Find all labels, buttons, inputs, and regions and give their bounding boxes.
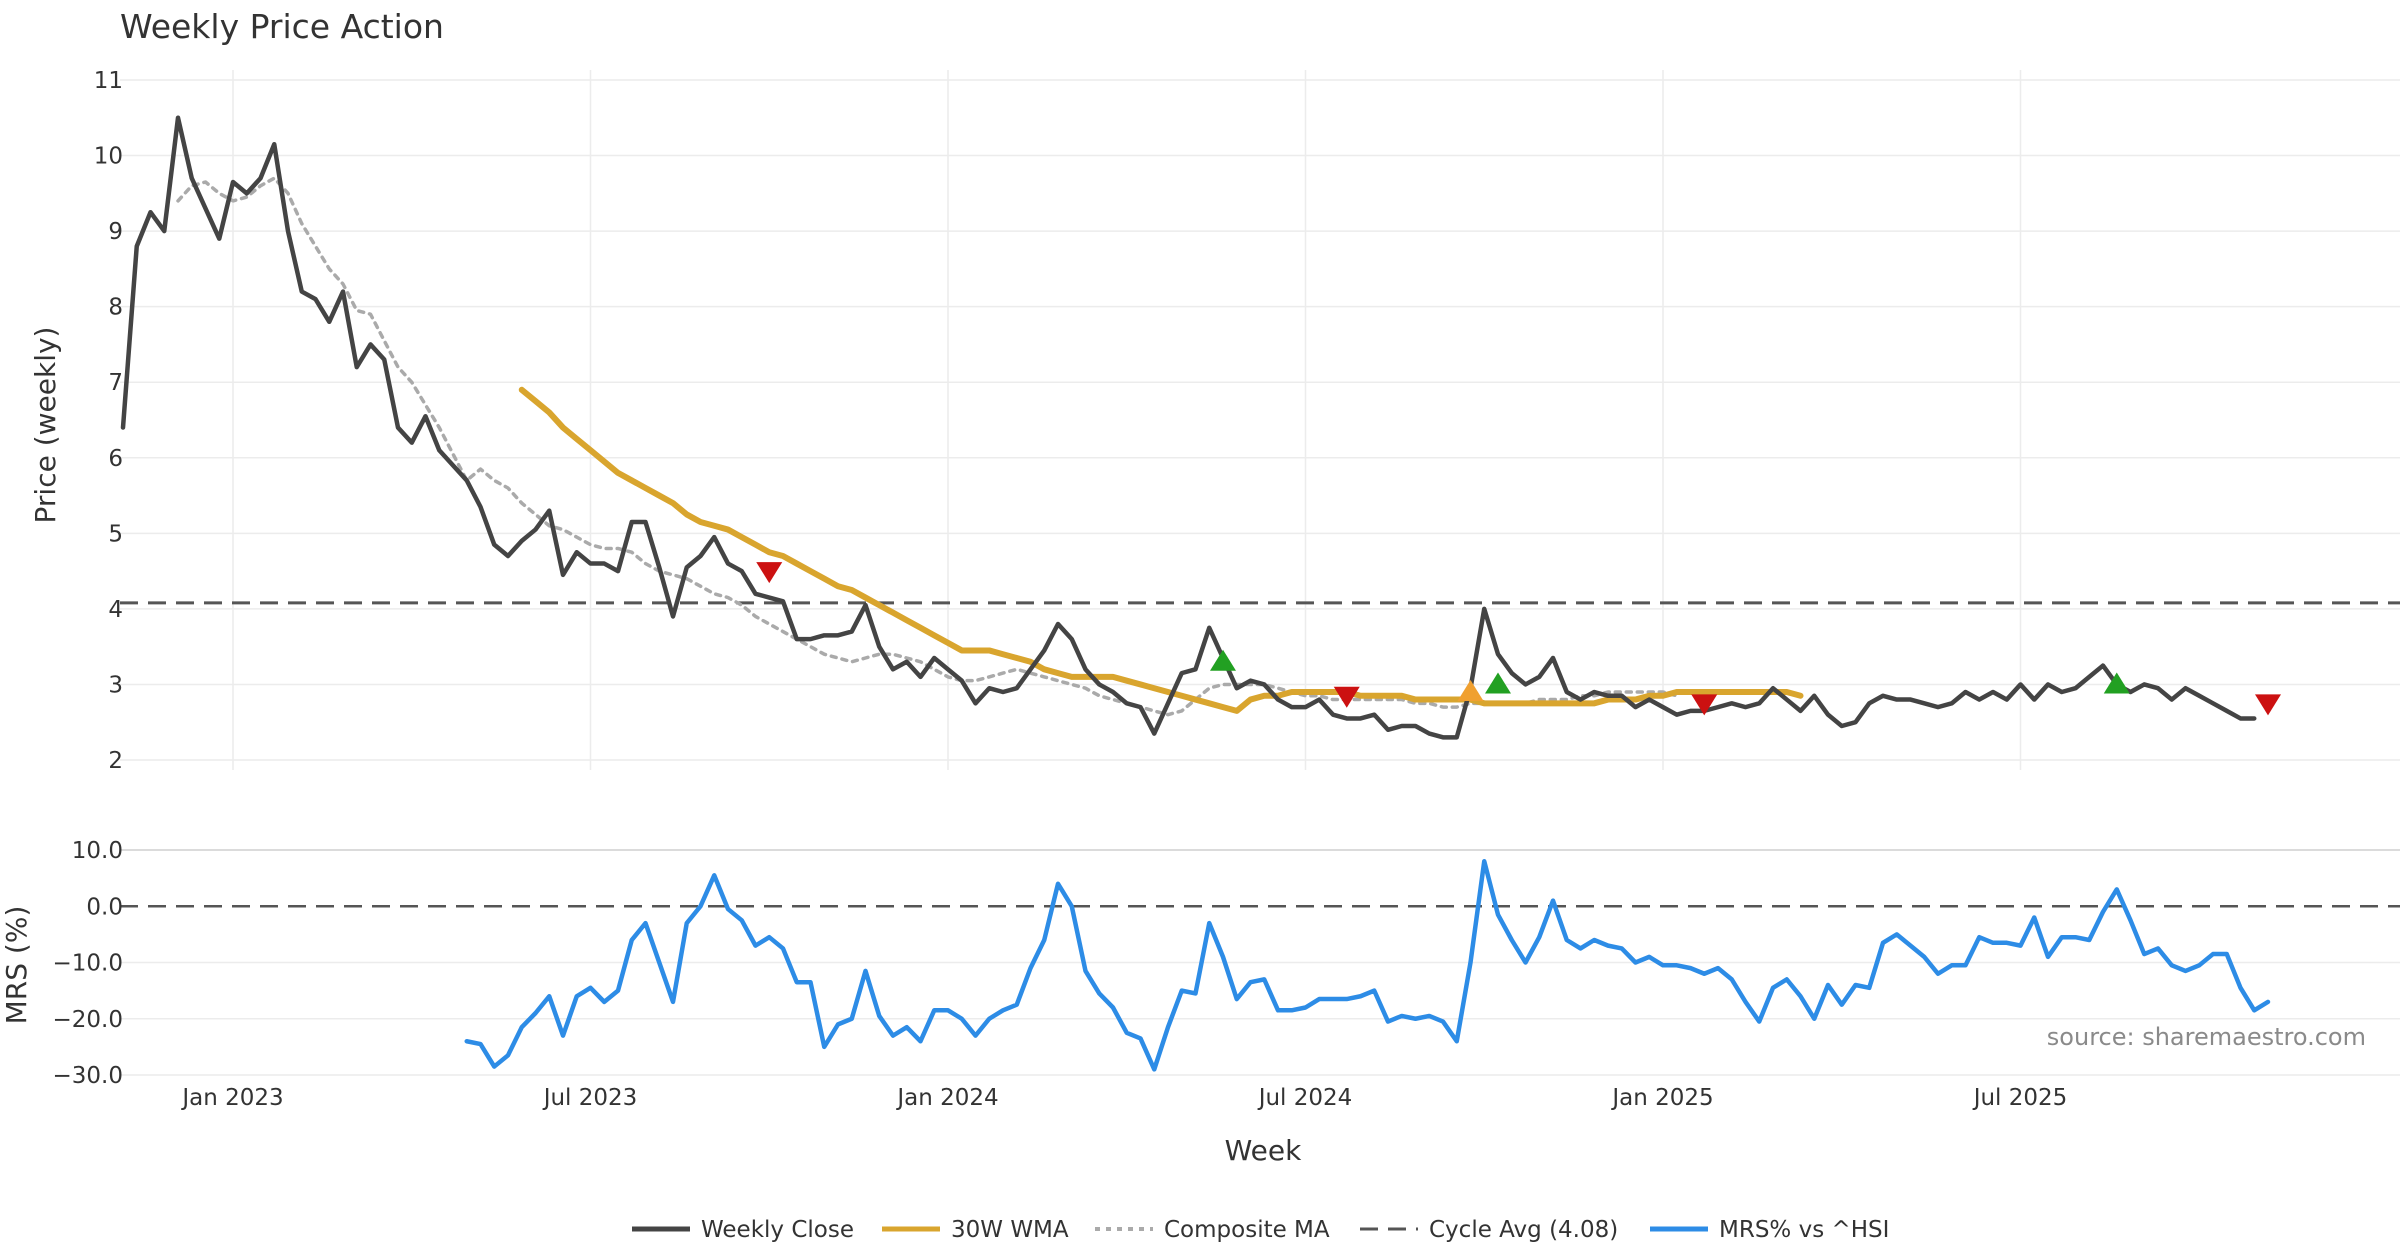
legend-label-mrs: MRS% vs ^HSI bbox=[1719, 1217, 1889, 1243]
series-line-30w-wma bbox=[518, 386, 1804, 714]
sell-signal-marker bbox=[1691, 694, 1718, 716]
chart-title: Weekly Price Action bbox=[120, 7, 444, 46]
legend-label-composite-ma: Composite MA bbox=[1164, 1217, 1330, 1243]
legend-label-cycle-avg: Cycle Avg (4.08) bbox=[1429, 1217, 1618, 1243]
mrs-y-axis: −30.0 −20.0 −10.0 0.0 10.0 bbox=[53, 838, 123, 1089]
price-y-tick-label: 9 bbox=[108, 219, 123, 245]
x-tick-label: Jul 2024 bbox=[1257, 1085, 1353, 1111]
mrs-y-tick-label: −10.0 bbox=[53, 951, 123, 977]
signal-markers bbox=[756, 562, 2281, 716]
legend-item-cycle-avg: Cycle Avg (4.08) bbox=[1360, 1217, 1618, 1243]
x-axis-label: Week bbox=[1225, 1134, 1302, 1167]
price-y-tick-label: 5 bbox=[108, 521, 123, 547]
legend-label-30w-wma: 30W WMA bbox=[951, 1217, 1069, 1243]
x-tick-label: Jan 2024 bbox=[895, 1085, 998, 1111]
series-line-mrs-vs-hsi bbox=[464, 859, 2271, 1072]
x-tick-label: Jul 2023 bbox=[542, 1085, 638, 1111]
sell-signal-marker bbox=[1333, 686, 1360, 708]
price-y-axis-label: Price (weekly) bbox=[29, 327, 62, 524]
x-tick-label: Jan 2025 bbox=[1610, 1085, 1713, 1111]
x-tick-label: Jan 2023 bbox=[180, 1085, 283, 1111]
price-series-group bbox=[120, 115, 2400, 740]
mrs-y-axis-label: MRS (%) bbox=[0, 906, 33, 1025]
price-y-tick-label: 3 bbox=[108, 672, 123, 698]
x-axis: Jan 2023 Jul 2023 Jan 2024 Jul 2024 Jan 2025… bbox=[180, 1085, 2067, 1111]
price-y-tick-label: 4 bbox=[108, 597, 123, 623]
mrs-y-tick-label: 10.0 bbox=[72, 838, 123, 864]
buy-signal-marker bbox=[2103, 672, 2130, 694]
series-line-weekly-close bbox=[120, 115, 2257, 740]
legend-item-mrs: MRS% vs ^HSI bbox=[1650, 1217, 1889, 1243]
mrs-y-tick-label: −20.0 bbox=[53, 1007, 123, 1033]
sell-signal-marker bbox=[756, 562, 783, 584]
legend-item-composite-ma: Composite MA bbox=[1095, 1217, 1330, 1243]
price-y-tick-label: 6 bbox=[108, 446, 123, 472]
price-grid bbox=[120, 70, 2400, 770]
price-y-axis: 2 3 4 5 6 7 8 9 10 11 bbox=[94, 68, 123, 774]
neutral-signal-marker bbox=[1457, 680, 1484, 701]
mrs-series-group bbox=[464, 859, 2271, 1072]
price-y-tick-label: 7 bbox=[108, 370, 123, 396]
legend-item-weekly-close: Weekly Close bbox=[632, 1217, 854, 1243]
legend: Weekly Close 30W WMA Composite MA Cycle … bbox=[632, 1217, 1889, 1243]
price-y-tick-label: 11 bbox=[94, 68, 123, 94]
legend-label-weekly-close: Weekly Close bbox=[701, 1217, 854, 1243]
price-y-tick-label: 10 bbox=[94, 144, 123, 170]
x-tick-label: Jul 2025 bbox=[1972, 1085, 2068, 1111]
legend-item-30w-wma: 30W WMA bbox=[882, 1217, 1069, 1243]
buy-signal-marker bbox=[1210, 649, 1236, 671]
mrs-y-tick-label: 0.0 bbox=[86, 894, 123, 920]
sell-signal-marker bbox=[2255, 694, 2281, 716]
mrs-y-tick-label: −30.0 bbox=[53, 1063, 123, 1089]
source-credit: source: sharemaestro.com bbox=[2047, 1023, 2366, 1051]
price-y-tick-label: 2 bbox=[108, 748, 123, 774]
price-y-tick-label: 8 bbox=[108, 295, 123, 321]
buy-signal-marker bbox=[1485, 672, 1511, 694]
mrs-grid bbox=[120, 849, 2400, 1076]
